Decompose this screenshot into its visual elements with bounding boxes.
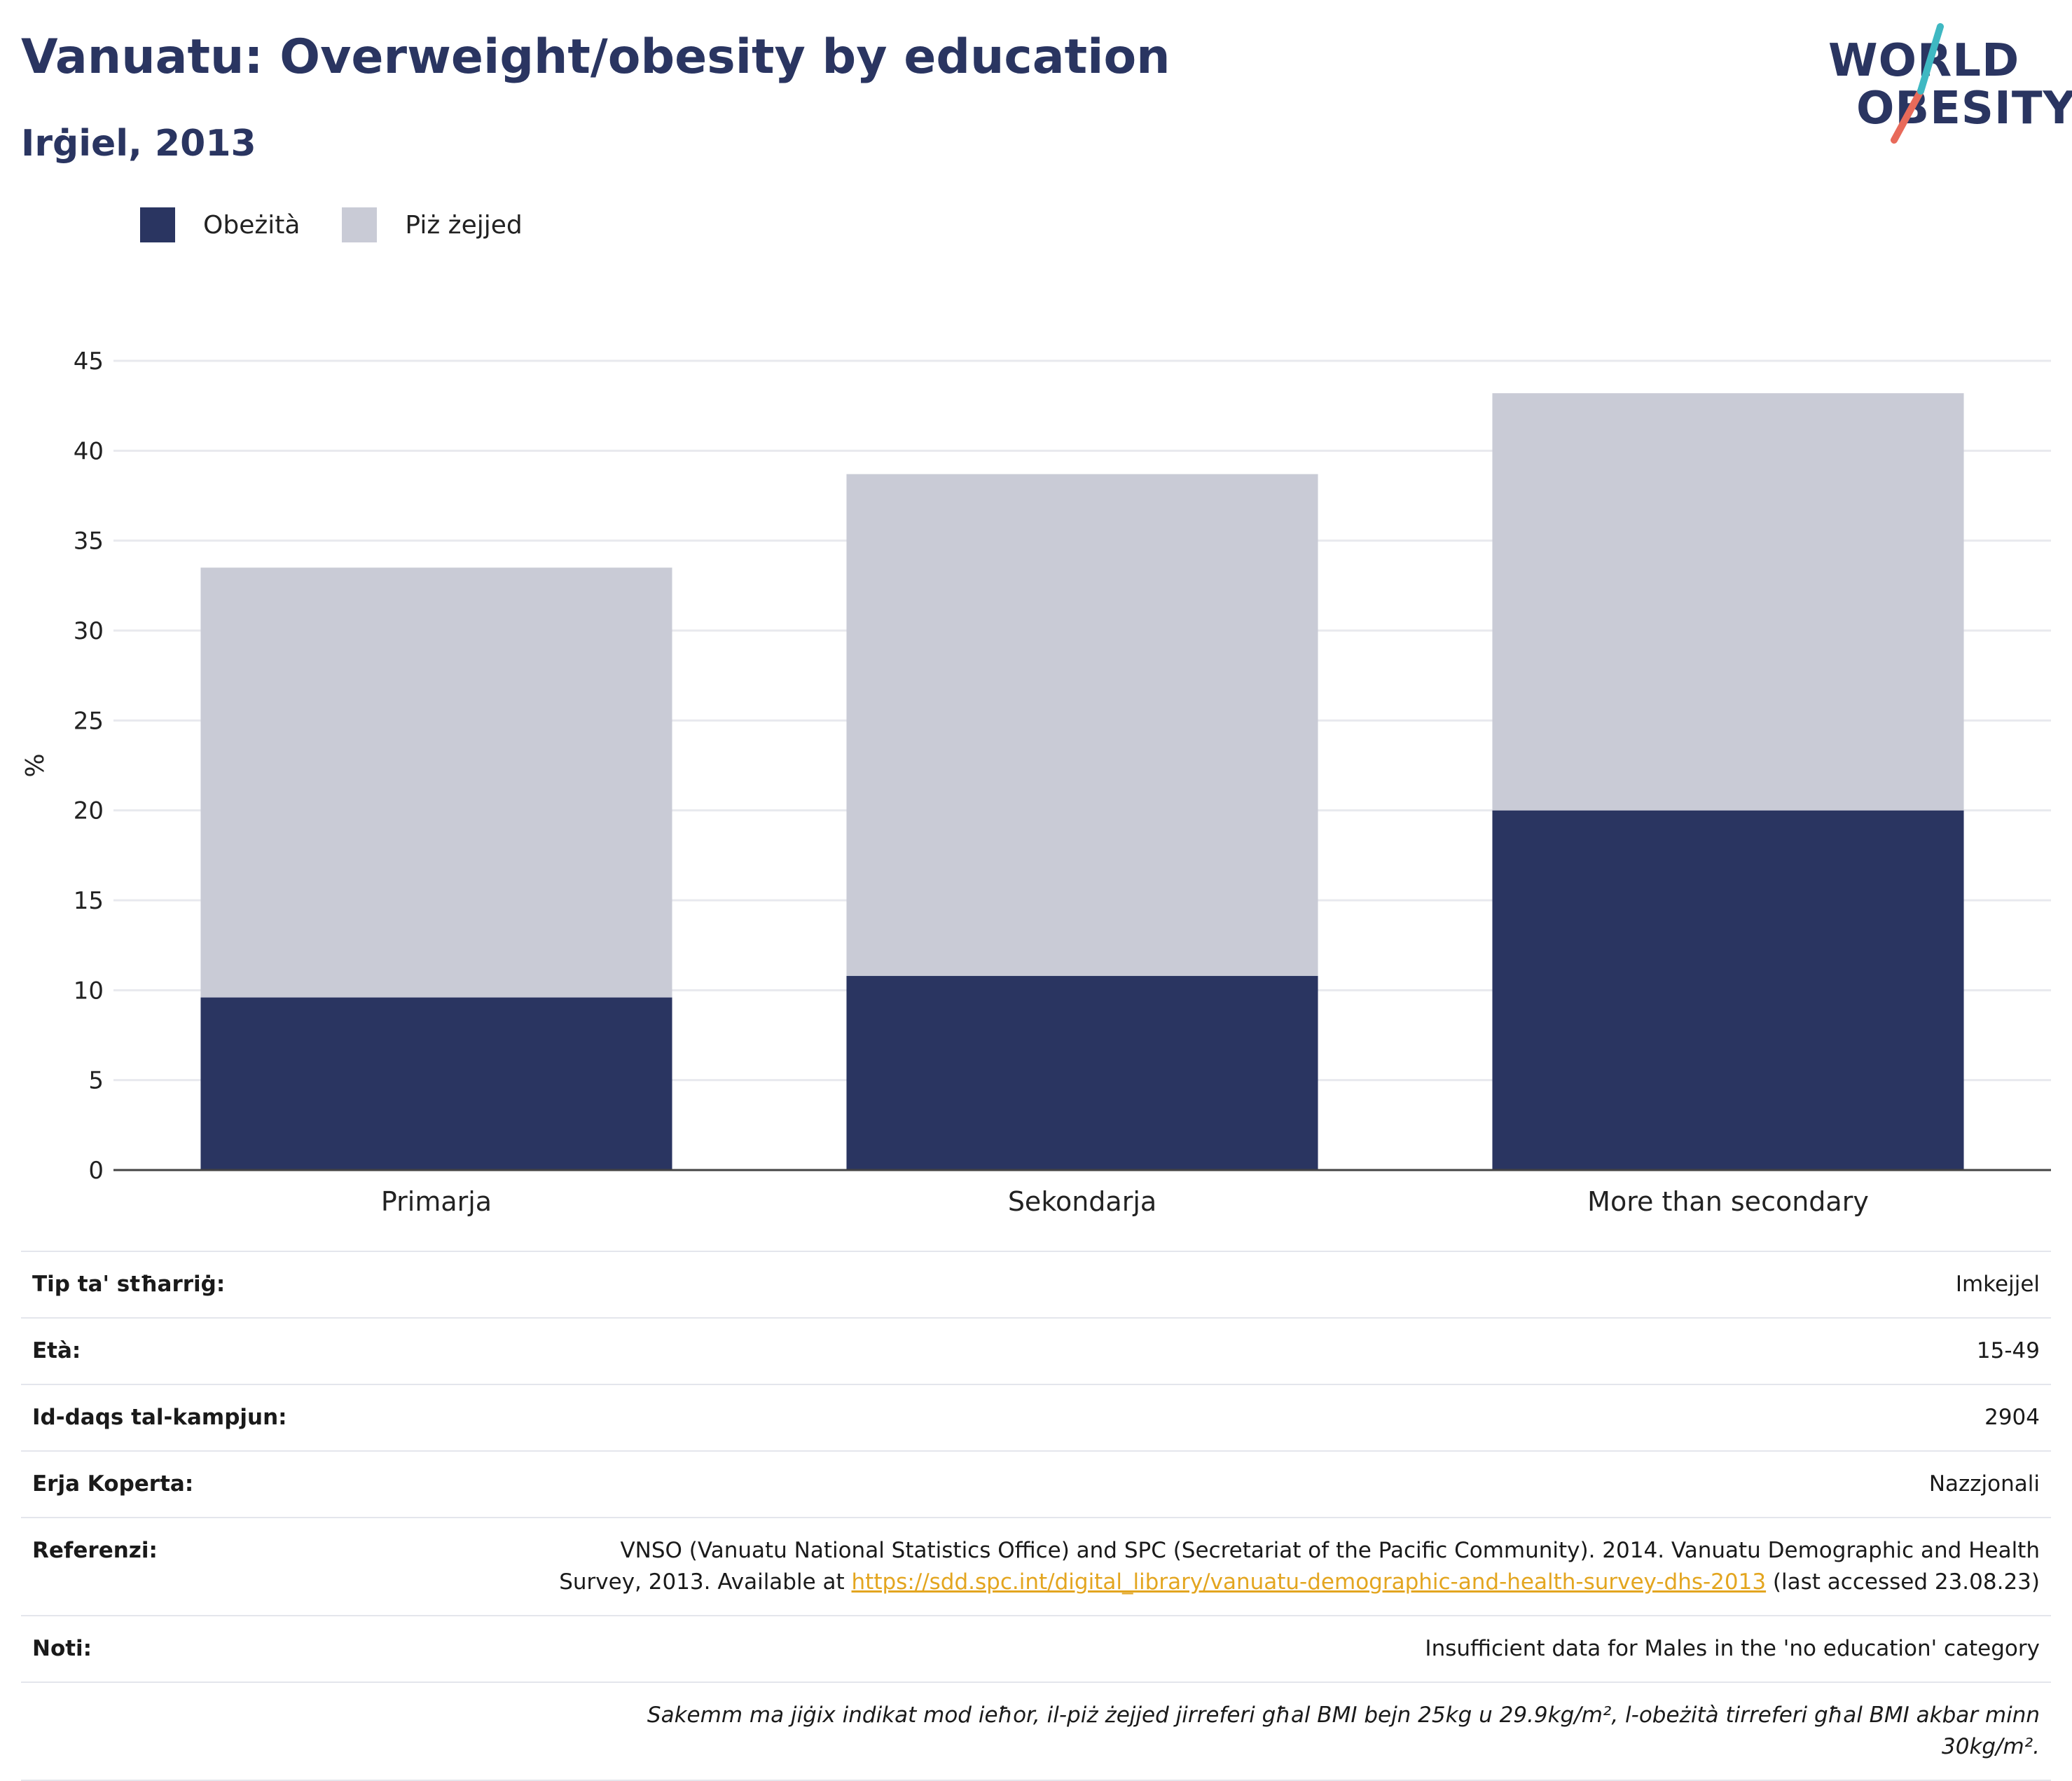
chart-legend: Obeżità Piż żejjed <box>140 207 565 242</box>
reference-text-before: VNSO (Vanuatu National Statistics Office… <box>559 1538 2040 1595</box>
info-key: Id-daqs tal-kampjun: <box>32 1405 287 1430</box>
info-key-empty <box>21 1682 534 1780</box>
page-subtitle: Irġiel, 2013 <box>21 123 256 165</box>
bar-overweight <box>846 474 1318 976</box>
x-tick-label: More than secondary <box>1587 1186 1869 1217</box>
info-key: Referenzi: <box>32 1538 158 1563</box>
bar-obesity <box>1492 810 1964 1170</box>
info-value: 15-49 <box>1976 1338 2040 1363</box>
y-tick-label: 35 <box>74 528 104 556</box>
legend-label-overweight: Piż żejjed <box>405 210 523 240</box>
logo-word-obesity: OBESITY <box>1856 83 2072 135</box>
info-key: Erja Koperta: <box>32 1471 194 1497</box>
info-value: Insufficient data for Males in the 'no e… <box>1425 1636 2040 1661</box>
footnote-text: Sakemm ma jiġix indikat mod ieħor, il-pi… <box>647 1703 2040 1759</box>
info-value: Imkejjel <box>1955 1272 2040 1297</box>
info-row-footnote: Sakemm ma jiġix indikat mod ieħor, il-pi… <box>21 1682 2051 1780</box>
legend-item-overweight[interactable]: Piż żejjed <box>342 207 523 242</box>
bar-overweight <box>1492 393 1964 811</box>
bar-obesity <box>846 975 1318 1170</box>
reference-text-after: (last accessed 23.08.23) <box>1766 1569 2040 1595</box>
x-tick-label: Primarja <box>381 1186 492 1217</box>
x-tick-label: Sekondarja <box>1008 1186 1156 1217</box>
y-tick-label: 0 <box>88 1157 104 1185</box>
y-tick-label: 30 <box>74 617 104 645</box>
info-row-references: Referenzi: VNSO (Vanuatu National Statis… <box>21 1518 2051 1616</box>
bar-obesity <box>200 997 672 1170</box>
info-key: Tip ta' stħarriġ: <box>32 1272 226 1297</box>
info-value: Nazzjonali <box>1928 1471 2040 1497</box>
info-key: Noti: <box>32 1636 92 1661</box>
info-row-survey-type: Tip ta' stħarriġ: Imkejjel <box>21 1251 2051 1318</box>
y-tick-label: 25 <box>74 707 104 735</box>
legend-label-obesity: Obeżità <box>203 210 301 240</box>
info-row-area-covered: Erja Koperta: Nazzjonali <box>21 1451 2051 1518</box>
y-tick-label: 45 <box>74 348 104 376</box>
world-obesity-logo: WORLD OBESITY <box>1828 21 2072 147</box>
legend-swatch-obesity <box>140 207 175 242</box>
info-key: Età: <box>32 1338 81 1363</box>
info-row-age: Età: 15-49 <box>21 1318 2051 1384</box>
legend-swatch-overweight <box>342 207 378 242</box>
info-value: 2904 <box>1984 1405 2040 1430</box>
y-tick-label: 5 <box>88 1067 104 1095</box>
y-tick-label: 15 <box>74 887 104 915</box>
survey-info-table: Tip ta' stħarriġ: Imkejjel Età: 15-49 Id… <box>21 1251 2051 1781</box>
y-tick-label: 20 <box>74 797 104 825</box>
bar-overweight <box>200 568 672 998</box>
stacked-bar-chart: 0 5 10 15 20 25 30 35 40 45% Primarja Sekondarja Mor… <box>21 348 2051 1217</box>
y-tick-label: 40 <box>74 437 104 465</box>
info-row-notes: Noti: Insufficient data for Males in the… <box>21 1616 2051 1682</box>
reference-text: VNSO (Vanuatu National Statistics Office… <box>534 1518 2051 1616</box>
reference-link[interactable]: https://sdd.spc.int/digital_library/vanu… <box>851 1569 1767 1595</box>
y-axis-title: % <box>21 753 50 777</box>
page-title: Vanuatu: Overweight/obesity by education <box>21 29 1170 85</box>
legend-item-obesity[interactable]: Obeżità <box>140 207 300 242</box>
y-tick-label: 10 <box>74 977 104 1005</box>
info-row-sample-size: Id-daqs tal-kampjun: 2904 <box>21 1384 2051 1451</box>
logo-slash-icon <box>1891 23 1944 144</box>
